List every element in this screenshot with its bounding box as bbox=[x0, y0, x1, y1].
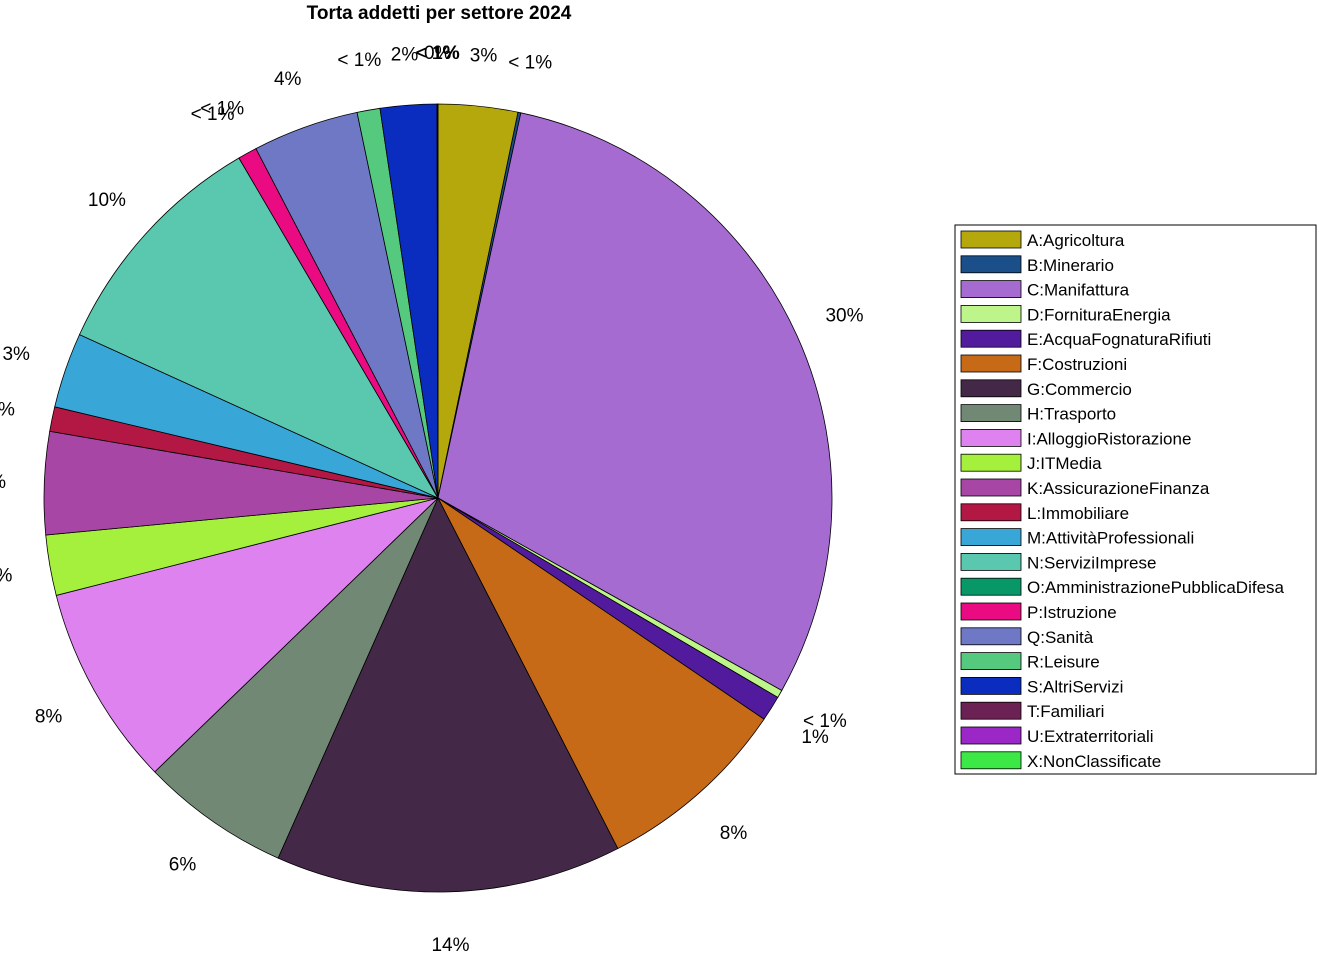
legend-label-q: Q:Sanità bbox=[1027, 628, 1094, 647]
legend-swatch-q bbox=[960, 627, 1022, 646]
legend-swatch-t bbox=[960, 701, 1022, 720]
pie-slice-i bbox=[55, 497, 440, 773]
legend-swatch-u bbox=[960, 726, 1022, 745]
pct-label-o: < 1% bbox=[191, 104, 235, 125]
legend-label-c: C:Manifattura bbox=[1027, 281, 1130, 300]
pie-percent-labels: 3%< 1%30%< 1%1%8%14%6%8%3%4%1%3%10%< 1%<… bbox=[0, 43, 864, 956]
pct-label-a: 3% bbox=[470, 45, 498, 66]
legend-swatch-o bbox=[960, 577, 1022, 596]
legend-swatch-h bbox=[960, 404, 1022, 423]
legend-swatch-g bbox=[960, 379, 1022, 398]
pct-label-r: < 1% bbox=[337, 50, 381, 71]
pct-label-l: 1% bbox=[0, 400, 15, 421]
legend: A:Agricoltura B:Minerario C:Manifattura D:F… bbox=[954, 224, 1317, 775]
legend-label-e: E:AcquaFognaturaRifiuti bbox=[1027, 330, 1211, 349]
pct-label-p: < 1% bbox=[200, 99, 244, 120]
legend-label-l: L:Immobiliare bbox=[1027, 504, 1129, 523]
legend-items: A:Agricoltura B:Minerario C:Manifattura D:F… bbox=[960, 230, 1285, 771]
legend-swatch-e bbox=[960, 329, 1022, 348]
legend-label-u: U:Extraterritoriali bbox=[1027, 727, 1154, 746]
legend-label-b: B:Minerario bbox=[1027, 256, 1114, 275]
legend-label-a: A:Agricoltura bbox=[1027, 231, 1125, 250]
pct-label-e: 1% bbox=[801, 727, 829, 748]
pie-slice-g bbox=[277, 497, 619, 893]
pct-label-q: 4% bbox=[274, 69, 302, 90]
legend-swatch-a bbox=[960, 230, 1022, 249]
legend-label-r: R:Leisure bbox=[1027, 653, 1100, 672]
pct-label-x: < 1% bbox=[416, 43, 460, 64]
pct-label-n: 10% bbox=[88, 190, 126, 211]
pct-label-j: 3% bbox=[0, 565, 12, 586]
legend-swatch-s bbox=[960, 677, 1022, 695]
pct-label-k: 4% bbox=[0, 472, 6, 493]
pie-slice-f bbox=[437, 497, 765, 850]
legend-label-p: P:Istruzione bbox=[1027, 603, 1117, 622]
pie-slices bbox=[43, 103, 833, 893]
pct-label-h: 6% bbox=[169, 855, 197, 876]
legend-swatch-l bbox=[960, 503, 1022, 522]
pct-label-t: < 1% bbox=[415, 43, 459, 64]
pct-label-c: 30% bbox=[825, 305, 863, 326]
pct-label-d: < 1% bbox=[803, 711, 847, 732]
legend-swatch-r bbox=[960, 652, 1022, 670]
legend-label-i: I:AlloggioRistorazione bbox=[1027, 429, 1191, 448]
legend-swatch-p bbox=[960, 602, 1022, 621]
legend-label-f: F:Costruzioni bbox=[1027, 355, 1127, 374]
legend-swatch-x bbox=[960, 751, 1022, 770]
pct-label-b: < 1% bbox=[508, 53, 552, 74]
legend-label-g: G:Commercio bbox=[1027, 380, 1132, 399]
legend-swatch-c bbox=[960, 280, 1022, 299]
legend-label-s: S:AltriServizi bbox=[1027, 677, 1123, 696]
pct-label-s: 2% bbox=[391, 44, 419, 65]
legend-swatch-f bbox=[960, 354, 1022, 373]
pie-slice-c bbox=[437, 112, 833, 692]
pie-slice-n bbox=[78, 157, 439, 499]
legend-label-k: K:AssicurazioneFinanza bbox=[1027, 479, 1210, 498]
legend-label-o: O:AmministrazionePubblicaDifesa bbox=[1027, 578, 1285, 597]
legend-swatch-m bbox=[960, 528, 1022, 546]
legend-swatch-k bbox=[960, 478, 1022, 497]
pct-label-g: 14% bbox=[431, 935, 469, 956]
pct-label-u: 0% bbox=[424, 43, 452, 64]
pct-label-f: 8% bbox=[720, 823, 748, 844]
legend-label-n: N:ServiziImprese bbox=[1027, 553, 1156, 572]
chart-title: Torta addetti per settore 2024 bbox=[307, 3, 572, 24]
legend-label-j: J:ITMedia bbox=[1027, 454, 1102, 473]
pct-label-i: 8% bbox=[35, 706, 63, 727]
legend-label-h: H:Trasporto bbox=[1027, 405, 1116, 424]
legend-label-x: X:NonClassificate bbox=[1027, 752, 1161, 771]
pie-slice-h bbox=[154, 497, 439, 859]
legend-swatch-n bbox=[960, 553, 1022, 571]
legend-label-d: D:FornituraEnergia bbox=[1027, 305, 1171, 324]
legend-swatch-j bbox=[960, 453, 1022, 472]
legend-label-m: M:AttivitàProfessionali bbox=[1027, 529, 1194, 548]
legend-swatch-b bbox=[960, 255, 1022, 274]
pct-label-m: 3% bbox=[2, 344, 30, 365]
legend-label-t: T:Familiari bbox=[1027, 702, 1104, 721]
legend-swatch-d bbox=[960, 304, 1022, 323]
legend-swatch-i bbox=[960, 428, 1022, 447]
